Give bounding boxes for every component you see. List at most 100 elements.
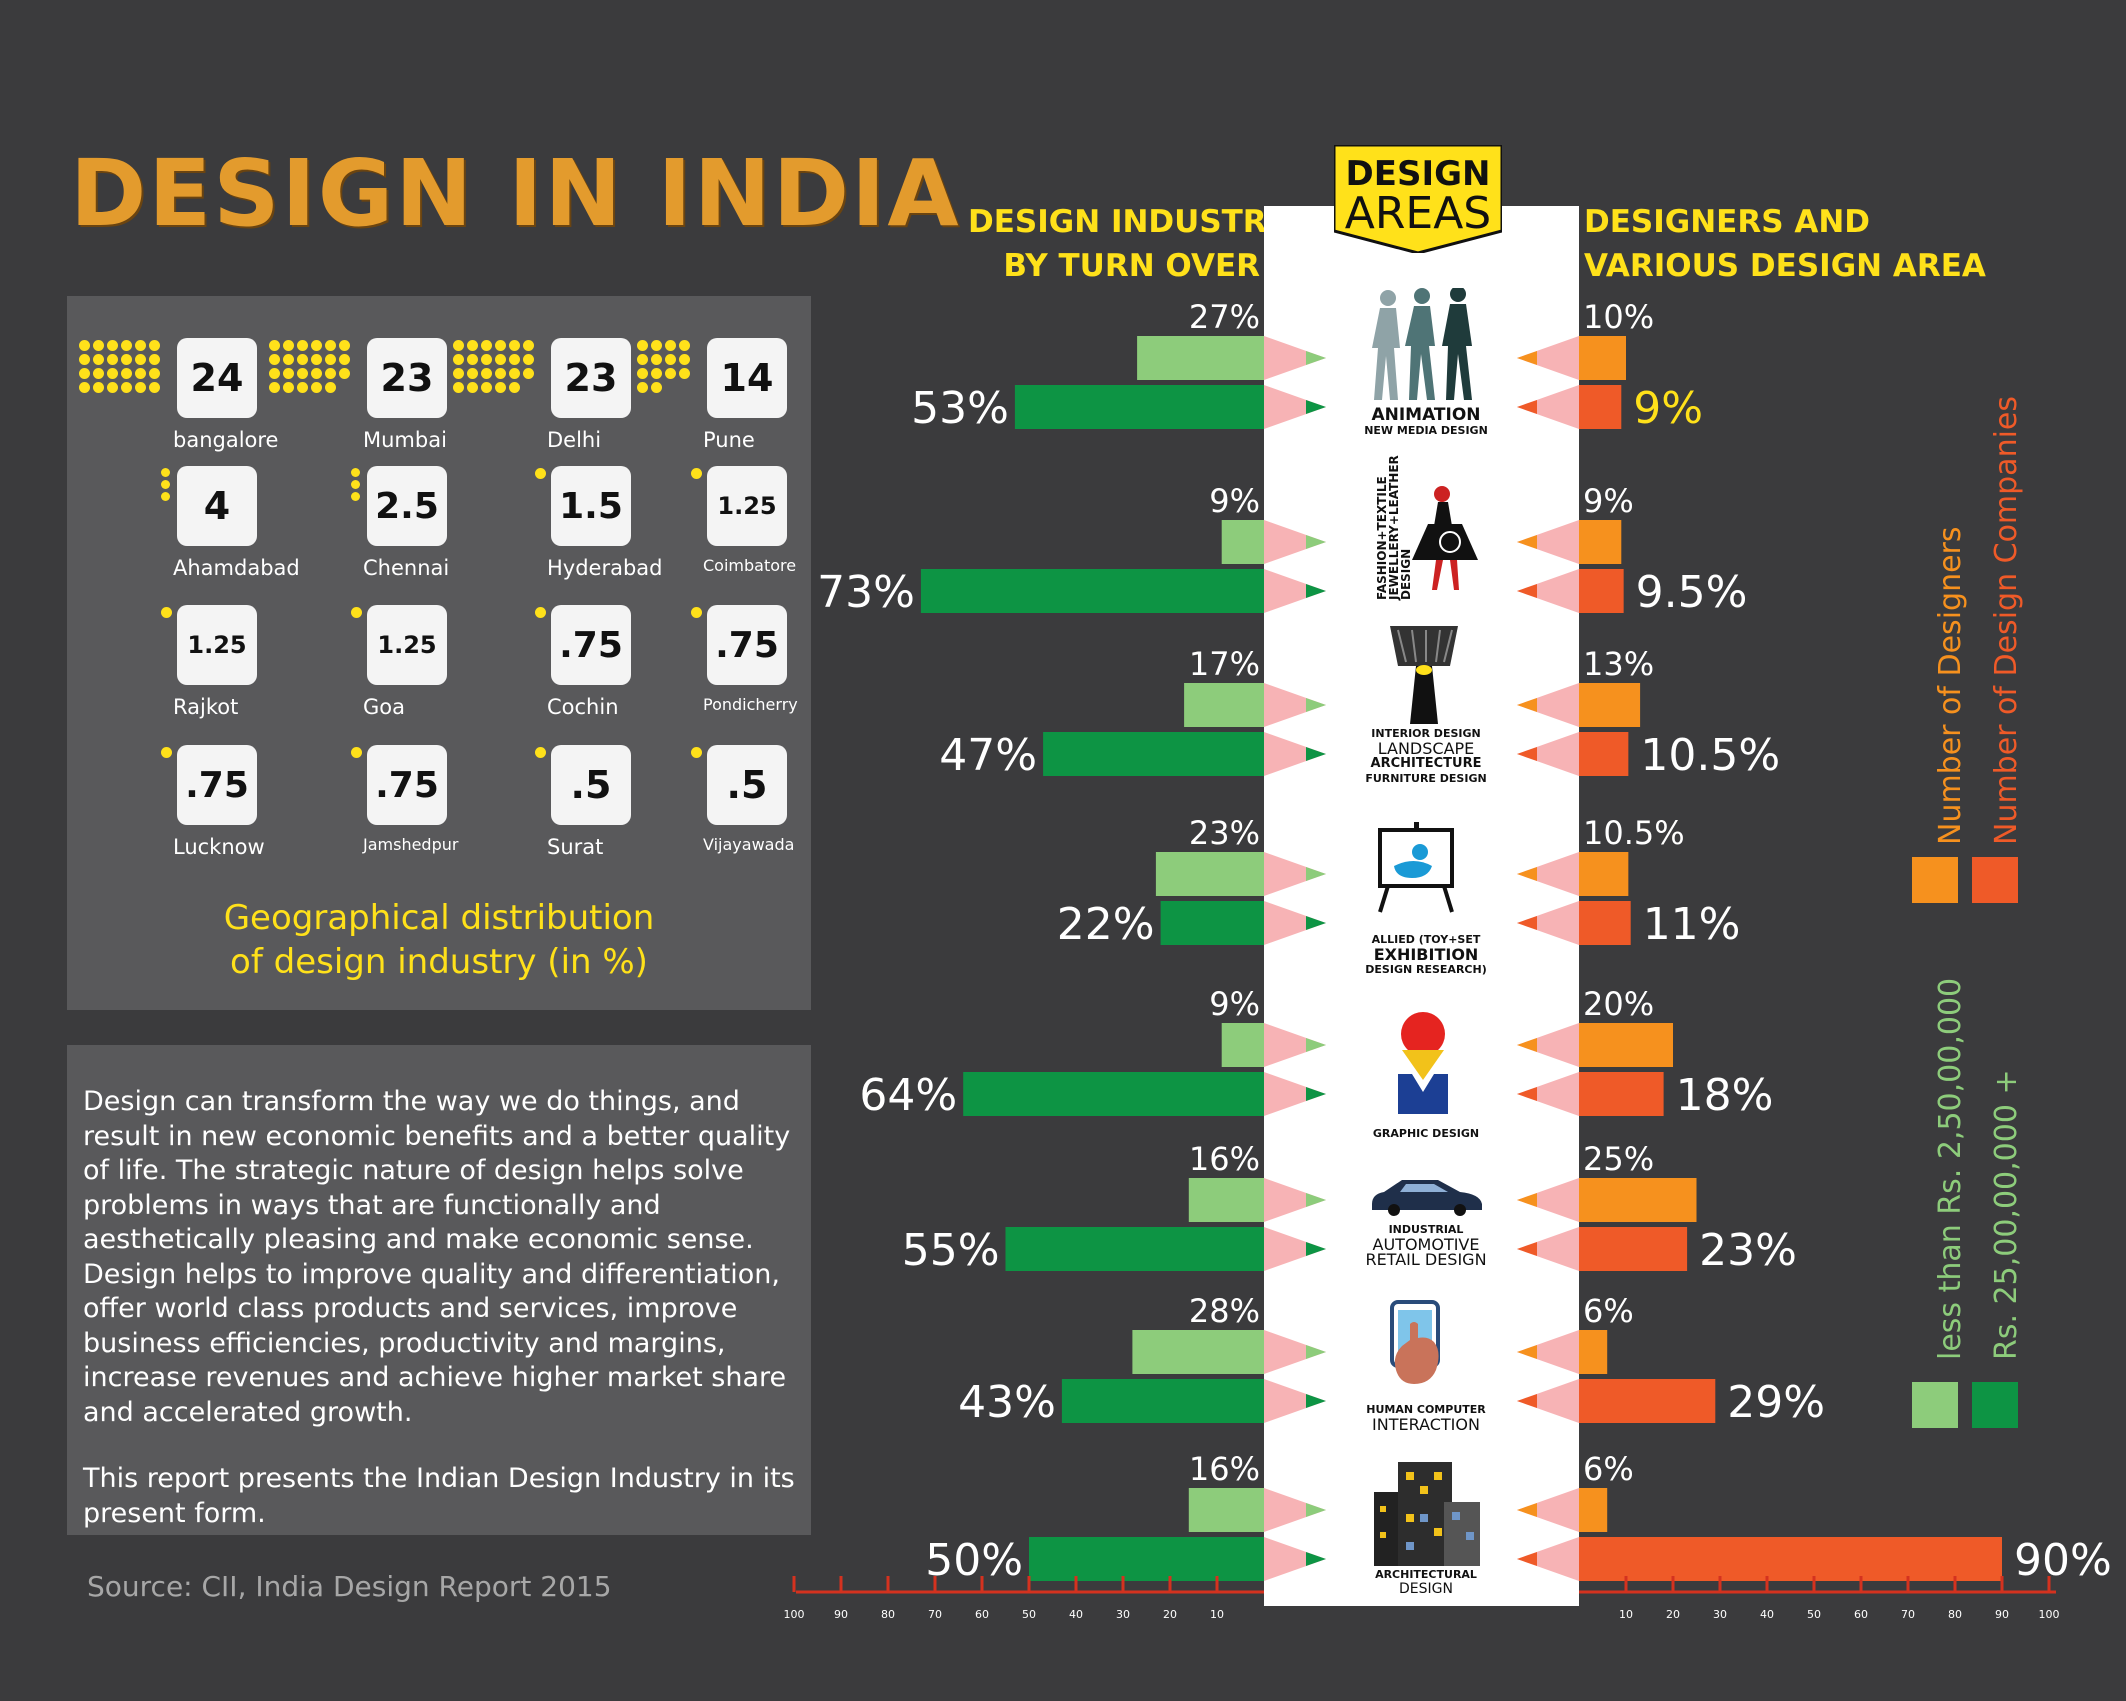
area-architectural-small: ARCHITECTURAL xyxy=(1375,1568,1477,1581)
pencil-point xyxy=(1306,351,1326,365)
pencil-point xyxy=(1517,1087,1537,1101)
area-interior-small: INTERIOR DESIGN xyxy=(1371,727,1481,740)
area-animation-title: ANIMATION xyxy=(1371,405,1481,425)
area-animation-label: ANIMATION NEW MEDIA DESIGN xyxy=(1331,405,1521,438)
bar-designers xyxy=(1579,1488,1608,1532)
distribution-dot xyxy=(495,354,506,365)
bar-less-than xyxy=(1184,683,1264,727)
distribution-dot xyxy=(535,607,546,618)
data-label: 28% xyxy=(1189,1292,1260,1330)
data-label: 9% xyxy=(1583,482,1634,520)
pencil-point xyxy=(1517,867,1537,881)
legend-companies-label: Number of Design Companies xyxy=(1989,395,2024,845)
source-note: Source: CII, India Design Report 2015 xyxy=(87,1570,612,1603)
distribution-dot xyxy=(79,368,90,379)
distribution-dot xyxy=(651,368,662,379)
pencil-tip xyxy=(1517,1379,1579,1423)
bar-designers xyxy=(1579,1178,1697,1222)
bar-companies xyxy=(1579,732,1629,776)
data-label: 53% xyxy=(911,383,1009,434)
city-name: Pondicherry xyxy=(703,695,798,714)
data-label: 9% xyxy=(1209,482,1260,520)
legend-more-than-label: Rs. 25,00,00,000 + xyxy=(1989,1069,2024,1360)
pencil-point xyxy=(1306,1345,1326,1359)
data-label: 23% xyxy=(1189,814,1260,852)
chart-bars: 27% 53% 10% 9% 9% 73% 9% 9.5% 17% 47% 13% 10.5% 23% 2… xyxy=(817,298,2112,1586)
data-label: 50% xyxy=(925,1535,1023,1586)
legend-companies-swatch xyxy=(1972,857,2018,903)
distribution-dot xyxy=(481,354,492,365)
distribution-dot xyxy=(691,607,702,618)
city-name: Vijayawada xyxy=(703,835,795,854)
badge-line2: AREAS xyxy=(1344,188,1492,239)
pencil-point xyxy=(1306,400,1326,414)
distribution-dot xyxy=(311,368,322,379)
distribution-dot xyxy=(665,354,676,365)
distribution-dot xyxy=(161,747,172,758)
distribution-dot xyxy=(679,368,690,379)
bar-less-than xyxy=(1132,1330,1264,1374)
distribution-dot xyxy=(509,368,520,379)
distribution-dot xyxy=(107,354,118,365)
distribution-dot xyxy=(311,354,322,365)
legend-less-than-swatch xyxy=(1912,1382,1958,1428)
legend-more-than-swatch xyxy=(1972,1382,2018,1428)
data-label: 23% xyxy=(1699,1225,1797,1276)
data-label: 47% xyxy=(939,730,1037,781)
distribution-dot xyxy=(297,340,308,351)
distribution-dot xyxy=(453,354,464,365)
distribution-dot xyxy=(535,468,546,479)
area-interior-label: INTERIOR DESIGN LANDSCAPE ARCHITECTURE F… xyxy=(1331,726,1521,786)
city-name: Cochin xyxy=(547,695,619,719)
bar-less-than xyxy=(1188,1488,1264,1532)
data-label: 20% xyxy=(1583,985,1654,1023)
pencil-point xyxy=(1517,698,1537,712)
data-label: 10% xyxy=(1583,298,1654,336)
distribution-dot xyxy=(453,382,464,393)
pencil-tip xyxy=(1517,1537,1579,1581)
pencil-tip xyxy=(1264,683,1326,727)
pencil-point xyxy=(1306,535,1326,549)
buildings-icon xyxy=(1374,1462,1480,1566)
car-icon xyxy=(1372,1180,1482,1216)
pencil-tip xyxy=(1264,569,1326,613)
bar-designers xyxy=(1579,1023,1673,1067)
distribution-dot xyxy=(351,480,360,489)
bar-designers xyxy=(1579,336,1626,380)
pencil-tip xyxy=(1264,1227,1326,1271)
distribution-dot xyxy=(161,480,170,489)
distribution-dot xyxy=(325,382,336,393)
distribution-dot xyxy=(467,340,478,351)
distribution-dot xyxy=(121,368,132,379)
about-paragraph-1: Design can transform the way we do thing… xyxy=(83,1086,791,1428)
distribution-dot xyxy=(311,340,322,351)
city-value-tile: 1.5 xyxy=(551,466,631,546)
bar-designers xyxy=(1579,520,1622,564)
left-axis-tick-label: 30 xyxy=(1116,1608,1130,1621)
distribution-dot xyxy=(679,340,690,351)
distribution-dot xyxy=(637,382,648,393)
pencil-point xyxy=(1306,867,1326,881)
distribution-dot xyxy=(637,368,648,379)
bar-companies xyxy=(1579,1379,1716,1423)
bar-less-than xyxy=(1221,1023,1264,1067)
distribution-dot xyxy=(149,340,160,351)
bar-less-than xyxy=(1155,852,1264,896)
touch-screen-icon xyxy=(1390,1300,1440,1384)
pencil-point xyxy=(1517,1038,1537,1052)
bar-less-than xyxy=(1188,1178,1264,1222)
pencil-point xyxy=(1306,1038,1326,1052)
distribution-dot xyxy=(351,492,360,501)
bar-more-than xyxy=(1061,1379,1264,1423)
pencil-tip xyxy=(1264,732,1326,776)
bar-companies xyxy=(1579,1537,2002,1581)
right-header-line1: DESIGNERS AND xyxy=(1584,204,1870,240)
distribution-dot xyxy=(481,368,492,379)
distribution-dot xyxy=(495,382,506,393)
city-name: Goa xyxy=(363,695,405,719)
bar-companies xyxy=(1579,901,1631,945)
data-label: 29% xyxy=(1727,1377,1825,1428)
area-graphic-title: GRAPHIC DESIGN xyxy=(1372,1127,1480,1140)
area-industrial-main2: RETAIL DESIGN xyxy=(1365,1250,1487,1269)
data-label: 64% xyxy=(859,1070,957,1121)
